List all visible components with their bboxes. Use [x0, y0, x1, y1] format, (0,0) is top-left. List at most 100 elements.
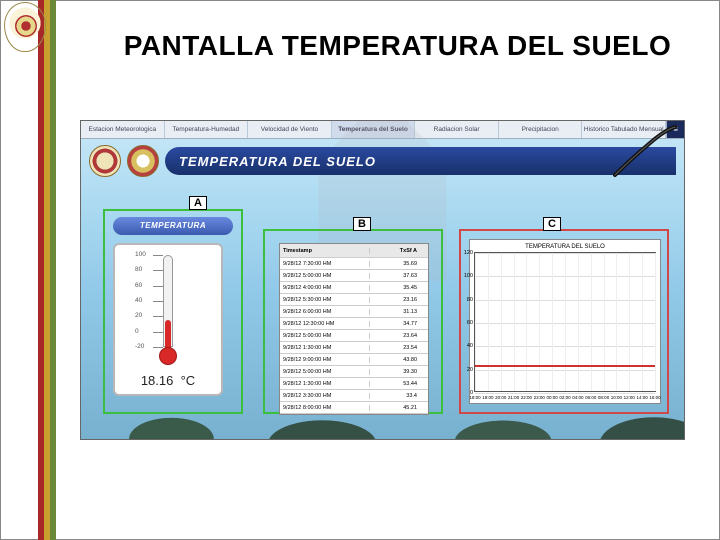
cell-timestamp: 9/28/12 3:30:00 HM [280, 393, 370, 399]
menu-icon[interactable]: ≡ [666, 121, 684, 138]
tab-historico[interactable]: Historico Tabulado Mensual [582, 121, 666, 138]
cell-value: 39.30 [370, 369, 420, 375]
header-title: TEMPERATURA DEL SUELO [165, 147, 676, 175]
thermo-tick: 0 [135, 328, 139, 335]
temperature-value: 18.16 [141, 373, 174, 388]
chart-xtick: 19:00 [482, 395, 493, 400]
temperature-unit: °C [181, 373, 196, 388]
institution-seal-icon [4, 2, 46, 52]
table-row[interactable]: 9/28/12 8:00:00 HM45.21 [280, 402, 428, 414]
cell-value: 37.63 [370, 273, 420, 279]
thermometer-panel: TEMPERATURA 100806040200-20 18.16 °C [113, 217, 233, 396]
cell-value: 23.54 [370, 345, 420, 351]
chart-xtick: 08:00 [598, 395, 609, 400]
chart-vgrid [642, 253, 643, 391]
chart-xtick: 14:00 [637, 395, 648, 400]
temperature-readout: 18.16 °C [123, 373, 213, 388]
chart-vgrid [578, 253, 579, 391]
tab-strip: Estacion Meteorologica Temperatura-Humed… [81, 121, 684, 139]
tab-viento[interactable]: Velocidad de Viento [248, 121, 332, 138]
chart-vgrid [616, 253, 617, 391]
chart-ytick: 40 [461, 343, 473, 349]
table-row[interactable]: 9/28/12 6:00:00 HM31.13 [280, 306, 428, 318]
chart-vgrid [604, 253, 605, 391]
chart-vgrid [488, 253, 489, 391]
table-row[interactable]: 9/28/12 4:00:00 HM35.45 [280, 282, 428, 294]
chart-vgrid [655, 253, 656, 391]
chart-xtick: 20:00 [495, 395, 506, 400]
seal-icon [89, 145, 121, 177]
thermo-tick: 60 [135, 282, 142, 289]
chart-xtick: 12:00 [624, 395, 635, 400]
zone-label-c: C [543, 217, 561, 231]
chart-ytick: 20 [461, 367, 473, 373]
table-row[interactable]: 9/28/12 5:00:00 HM23.64 [280, 330, 428, 342]
tab-estacion[interactable]: Estacion Meteorologica [81, 121, 165, 138]
cell-value: 35.45 [370, 285, 420, 291]
thermo-tick: 100 [135, 251, 146, 258]
thermo-tick: 80 [135, 266, 142, 273]
chart-xtick: 18:00 [469, 395, 480, 400]
cell-value: 23.64 [370, 333, 420, 339]
chart-xtick: 23:00 [534, 395, 545, 400]
cell-timestamp: 9/28/12 7:30:00 HM [280, 261, 370, 267]
thermo-tick: -20 [135, 343, 144, 350]
cell-timestamp: 9/28/12 8:00:00 HM [280, 405, 370, 411]
chart-ytick: 80 [461, 297, 473, 303]
chart-ytick: 120 [461, 250, 473, 256]
table-row[interactable]: 9/28/12 12:30:00 HM34.77 [280, 318, 428, 330]
chart-vgrid [629, 253, 630, 391]
app-window: Estacion Meteorologica Temperatura-Humed… [80, 120, 685, 440]
cell-value: 34.77 [370, 321, 420, 327]
cell-timestamp: 9/28/12 5:00:00 HM [280, 333, 370, 339]
chart-ytick: 60 [461, 320, 473, 326]
table-header: Timestamp TxSf A [280, 244, 428, 258]
chart-vgrid [552, 253, 553, 391]
cell-timestamp: 9/28/12 9:00:00 HM [280, 357, 370, 363]
cell-timestamp: 9/28/12 4:00:00 HM [280, 285, 370, 291]
cell-timestamp: 9/28/12 12:30:00 HM [280, 321, 370, 327]
col-value: TxSf A [370, 248, 420, 254]
chart-vgrid [539, 253, 540, 391]
chart-title: TEMPERATURA DEL SUELO [474, 244, 656, 250]
col-timestamp: Timestamp [280, 248, 370, 254]
cell-value: 53.44 [370, 381, 420, 387]
cell-value: 35.69 [370, 261, 420, 267]
table-row[interactable]: 9/28/12 5:00:00 HM39.30 [280, 366, 428, 378]
cell-timestamp: 9/28/12 6:00:00 HM [280, 309, 370, 315]
table-row[interactable]: 9/28/12 1:30:00 HM23.54 [280, 342, 428, 354]
tab-radiacion[interactable]: Radiacion Solar [415, 121, 499, 138]
cell-value: 33.4 [370, 393, 420, 399]
chart-gridline [475, 393, 655, 394]
thermometer-gauge: 100806040200-20 [123, 251, 213, 371]
chart-vgrid [475, 253, 476, 391]
table-row[interactable]: 9/28/12 9:00:00 HM43.80 [280, 354, 428, 366]
tab-temp-humedad[interactable]: Temperatura-Humedad [165, 121, 249, 138]
chart-xtick: 06:00 [585, 395, 596, 400]
chart-series-line [475, 365, 655, 367]
chart-vgrid [565, 253, 566, 391]
slide-title: PANTALLA TEMPERATURA DEL SUELO [95, 30, 700, 62]
chart-xtick: 00:00 [547, 395, 558, 400]
table-row[interactable]: 9/28/12 5:00:00 HM37.63 [280, 270, 428, 282]
table-row[interactable]: 9/28/12 7:30:00 HM35.69 [280, 258, 428, 270]
table-row[interactable]: 9/28/12 1:30:00 HM53.44 [280, 378, 428, 390]
decorative-stripes [38, 0, 56, 540]
tab-temp-suelo[interactable]: Temperatura del Suelo [332, 121, 416, 138]
tab-precipitacion[interactable]: Precipitacion [499, 121, 583, 138]
chart-vgrid [501, 253, 502, 391]
cell-value: 23.16 [370, 297, 420, 303]
cell-timestamp: 9/28/12 1:30:00 HM [280, 381, 370, 387]
header-bar: TEMPERATURA DEL SUELO [89, 145, 676, 177]
table-row[interactable]: 9/28/12 5:30:00 HM23.16 [280, 294, 428, 306]
chart-vgrid [591, 253, 592, 391]
thermometer-box: 100806040200-20 18.16 °C [113, 243, 223, 396]
chart-xtick: 22:00 [521, 395, 532, 400]
cell-timestamp: 9/28/12 5:00:00 HM [280, 369, 370, 375]
chart-plot-area: 02040608010012018:0019:0020:0021:0022:00… [474, 252, 656, 392]
cell-value: 45.21 [370, 405, 420, 411]
chart-vgrid [514, 253, 515, 391]
thermometer-title: TEMPERATURA [113, 217, 233, 235]
chart-vgrid [526, 253, 527, 391]
table-row[interactable]: 9/28/12 3:30:00 HM33.4 [280, 390, 428, 402]
